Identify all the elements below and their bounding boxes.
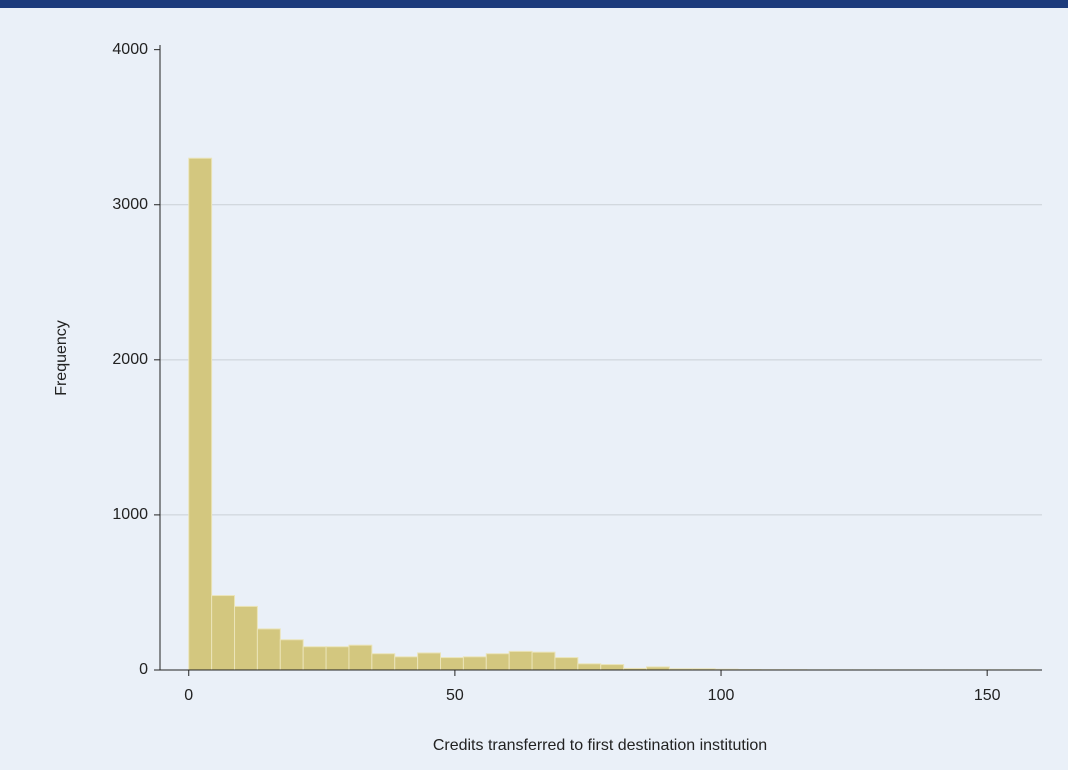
- x-axis-label: Credits transferred to first destination…: [433, 737, 767, 754]
- bar: [325, 646, 350, 671]
- bar: [485, 653, 510, 671]
- bar: [462, 656, 487, 671]
- bar: [256, 628, 281, 671]
- y-tick-label: 1000: [112, 506, 148, 523]
- bar: [531, 651, 556, 671]
- x-tick-label: 150: [974, 687, 1001, 704]
- x-tick-label: 0: [184, 687, 193, 704]
- bar: [554, 657, 579, 671]
- x-tick-label: 50: [446, 687, 464, 704]
- bar: [394, 656, 419, 671]
- y-tick-label: 3000: [112, 196, 148, 213]
- bar: [348, 644, 373, 671]
- bar: [600, 664, 625, 671]
- x-tick-label: 100: [708, 687, 735, 704]
- bar: [371, 653, 396, 671]
- bar: [234, 605, 258, 671]
- bar: [302, 646, 327, 671]
- y-tick-label: 4000: [112, 41, 148, 58]
- top-bar: [0, 0, 1068, 8]
- y-tick-label: 2000: [112, 351, 148, 368]
- bar: [440, 657, 464, 671]
- bar: [577, 663, 602, 671]
- y-tick-label: 0: [139, 661, 148, 678]
- bar: [417, 652, 442, 671]
- bar: [188, 157, 213, 671]
- bar: [211, 595, 236, 671]
- bar: [279, 639, 304, 671]
- y-axis-label: Frequency: [53, 320, 70, 396]
- bar: [508, 650, 533, 671]
